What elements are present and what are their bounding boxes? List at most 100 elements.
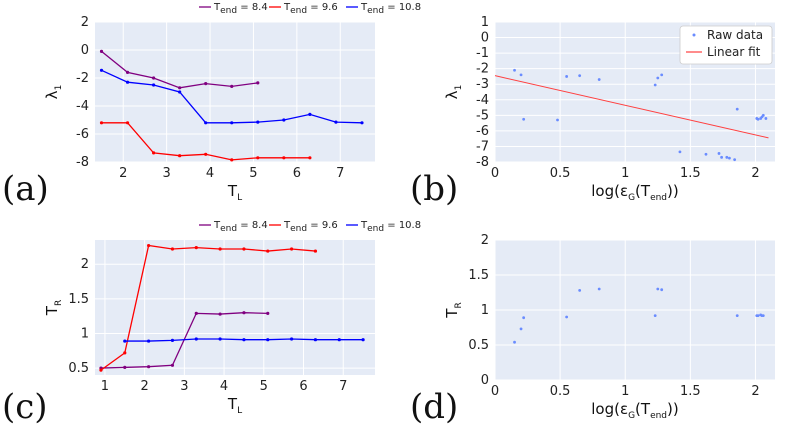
panel-label: (b) xyxy=(410,169,458,209)
panel-d: 0 0.5 1 1.5 2 0 0.5 1 1.5 2 log(εG(Tend)) TR (d) xyxy=(410,233,775,427)
data-point xyxy=(242,338,246,342)
y-tick-label: 0 xyxy=(81,43,89,58)
legend-entry: Raw data xyxy=(707,28,763,42)
legend-entry: Tend = 10.8 xyxy=(360,220,421,234)
x-tick-label: 2 xyxy=(141,379,149,394)
data-point xyxy=(178,86,182,90)
data-point xyxy=(764,117,768,120)
legend-swatch xyxy=(692,33,696,37)
y-tick-label: -3 xyxy=(476,77,489,92)
x-tick-label: 3 xyxy=(162,166,170,181)
data-point xyxy=(289,337,294,341)
x-axis-label: TL xyxy=(227,395,242,416)
y-axis-label: λ1 xyxy=(43,85,64,100)
data-point xyxy=(230,84,234,88)
x-axis-label: log(εG(Tend)) xyxy=(591,182,679,203)
x-tick-label: 1 xyxy=(621,384,629,399)
panel-label: (c) xyxy=(2,387,48,427)
data-point xyxy=(578,74,582,78)
data-point xyxy=(194,246,198,250)
data-point xyxy=(653,314,657,317)
y-tick-label: -6 xyxy=(476,124,489,139)
y-tick-label: -7 xyxy=(476,139,489,154)
data-point xyxy=(597,287,601,291)
data-point xyxy=(266,338,270,342)
data-point xyxy=(170,338,175,342)
data-point xyxy=(178,90,182,94)
data-point xyxy=(704,152,708,156)
data-point xyxy=(204,152,208,156)
data-point xyxy=(565,315,569,319)
data-point xyxy=(256,120,260,124)
y-tick-label: 0 xyxy=(481,31,489,46)
legend: Tend = 8.4 Tend = 9.6 Tend = 10.8 xyxy=(199,220,421,234)
x-tick-label: 7 xyxy=(339,379,347,394)
panel-label: (a) xyxy=(2,169,49,209)
data-point xyxy=(218,337,222,341)
data-point xyxy=(123,365,127,369)
data-point xyxy=(361,338,365,342)
y-tick-label: -4 xyxy=(476,93,489,108)
y-tick-label: 1 xyxy=(481,15,489,30)
data-point xyxy=(230,158,234,162)
data-point xyxy=(289,247,294,251)
x-axis-label: TL xyxy=(227,182,242,203)
x-tick-label: 0.5 xyxy=(550,166,571,181)
legend-entry: Tend = 10.8 xyxy=(360,2,421,16)
data-point xyxy=(597,78,601,81)
y-axis-label: TR xyxy=(43,300,64,316)
data-point xyxy=(99,368,103,372)
data-point xyxy=(178,154,182,158)
data-point xyxy=(204,82,208,86)
data-point xyxy=(266,249,270,253)
legend-entry: Linear fit xyxy=(707,45,761,59)
legend-entry: Tend = 8.4 xyxy=(213,220,268,234)
x-tick-label: 3 xyxy=(180,379,188,394)
data-point xyxy=(519,73,523,77)
data-point xyxy=(152,76,156,80)
y-tick-label: 0 xyxy=(481,373,489,388)
y-tick-label: 1.5 xyxy=(68,292,89,307)
data-point xyxy=(99,49,104,54)
y-tick-label: -8 xyxy=(76,155,89,170)
data-point xyxy=(218,312,222,316)
data-point xyxy=(334,120,338,124)
y-tick-label: 2 xyxy=(81,257,89,272)
data-point xyxy=(99,121,104,125)
x-tick-label: 5 xyxy=(249,166,257,181)
x-tick-label: 4 xyxy=(206,166,214,181)
y-axis-label: TR xyxy=(443,302,464,318)
data-point xyxy=(282,118,286,122)
data-point xyxy=(313,338,318,342)
data-point xyxy=(761,314,765,317)
y-axis-label: λ1 xyxy=(443,85,464,100)
x-tick-label: 7 xyxy=(336,166,344,181)
x-tick-label: 5 xyxy=(260,379,268,394)
x-axis-label: log(εG(Tend)) xyxy=(591,400,679,421)
data-point xyxy=(152,83,156,87)
data-point xyxy=(720,155,724,159)
legend-entry: Tend = 9.6 xyxy=(283,220,338,234)
data-point xyxy=(123,339,127,343)
data-point xyxy=(308,112,312,116)
data-point xyxy=(308,156,312,160)
x-tick-label: 0.5 xyxy=(550,384,571,399)
data-point xyxy=(735,314,739,317)
data-point xyxy=(513,340,516,344)
data-point xyxy=(147,339,151,343)
x-tick-label: 2 xyxy=(751,166,759,181)
y-tick-label: 2 xyxy=(481,233,489,248)
data-point xyxy=(125,121,130,125)
y-tick-label: -4 xyxy=(76,99,89,114)
data-point xyxy=(725,155,729,159)
data-point xyxy=(218,247,222,251)
data-point xyxy=(660,288,664,292)
data-point xyxy=(242,311,246,315)
data-point xyxy=(123,351,127,355)
panel-c: 1 2 3 4 5 6 7 0.5 1 1.5 2 TL TR (c) Tend = 8.4 Tend = 9… xyxy=(2,220,421,427)
data-point xyxy=(578,289,582,292)
data-point xyxy=(170,247,175,251)
data-point xyxy=(653,83,657,87)
